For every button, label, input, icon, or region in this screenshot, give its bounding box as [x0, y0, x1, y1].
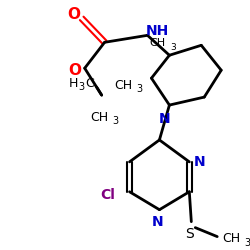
Text: 3: 3 — [136, 84, 142, 94]
Text: CH: CH — [149, 38, 166, 48]
Text: NH: NH — [146, 24, 169, 38]
Text: Cl: Cl — [100, 188, 115, 202]
Text: CH: CH — [222, 232, 240, 245]
Text: S: S — [185, 226, 194, 240]
Text: N: N — [152, 215, 163, 229]
Text: 3: 3 — [112, 116, 119, 126]
Text: O: O — [68, 63, 81, 78]
Text: 3: 3 — [79, 82, 85, 92]
Text: N: N — [194, 155, 205, 169]
Text: N: N — [158, 112, 170, 126]
Text: 3: 3 — [244, 238, 250, 248]
Text: H: H — [69, 77, 78, 90]
Text: CH: CH — [114, 79, 132, 92]
Text: 3: 3 — [170, 43, 176, 52]
Text: C: C — [85, 77, 94, 90]
Text: CH: CH — [90, 110, 109, 124]
Text: O: O — [67, 7, 80, 22]
